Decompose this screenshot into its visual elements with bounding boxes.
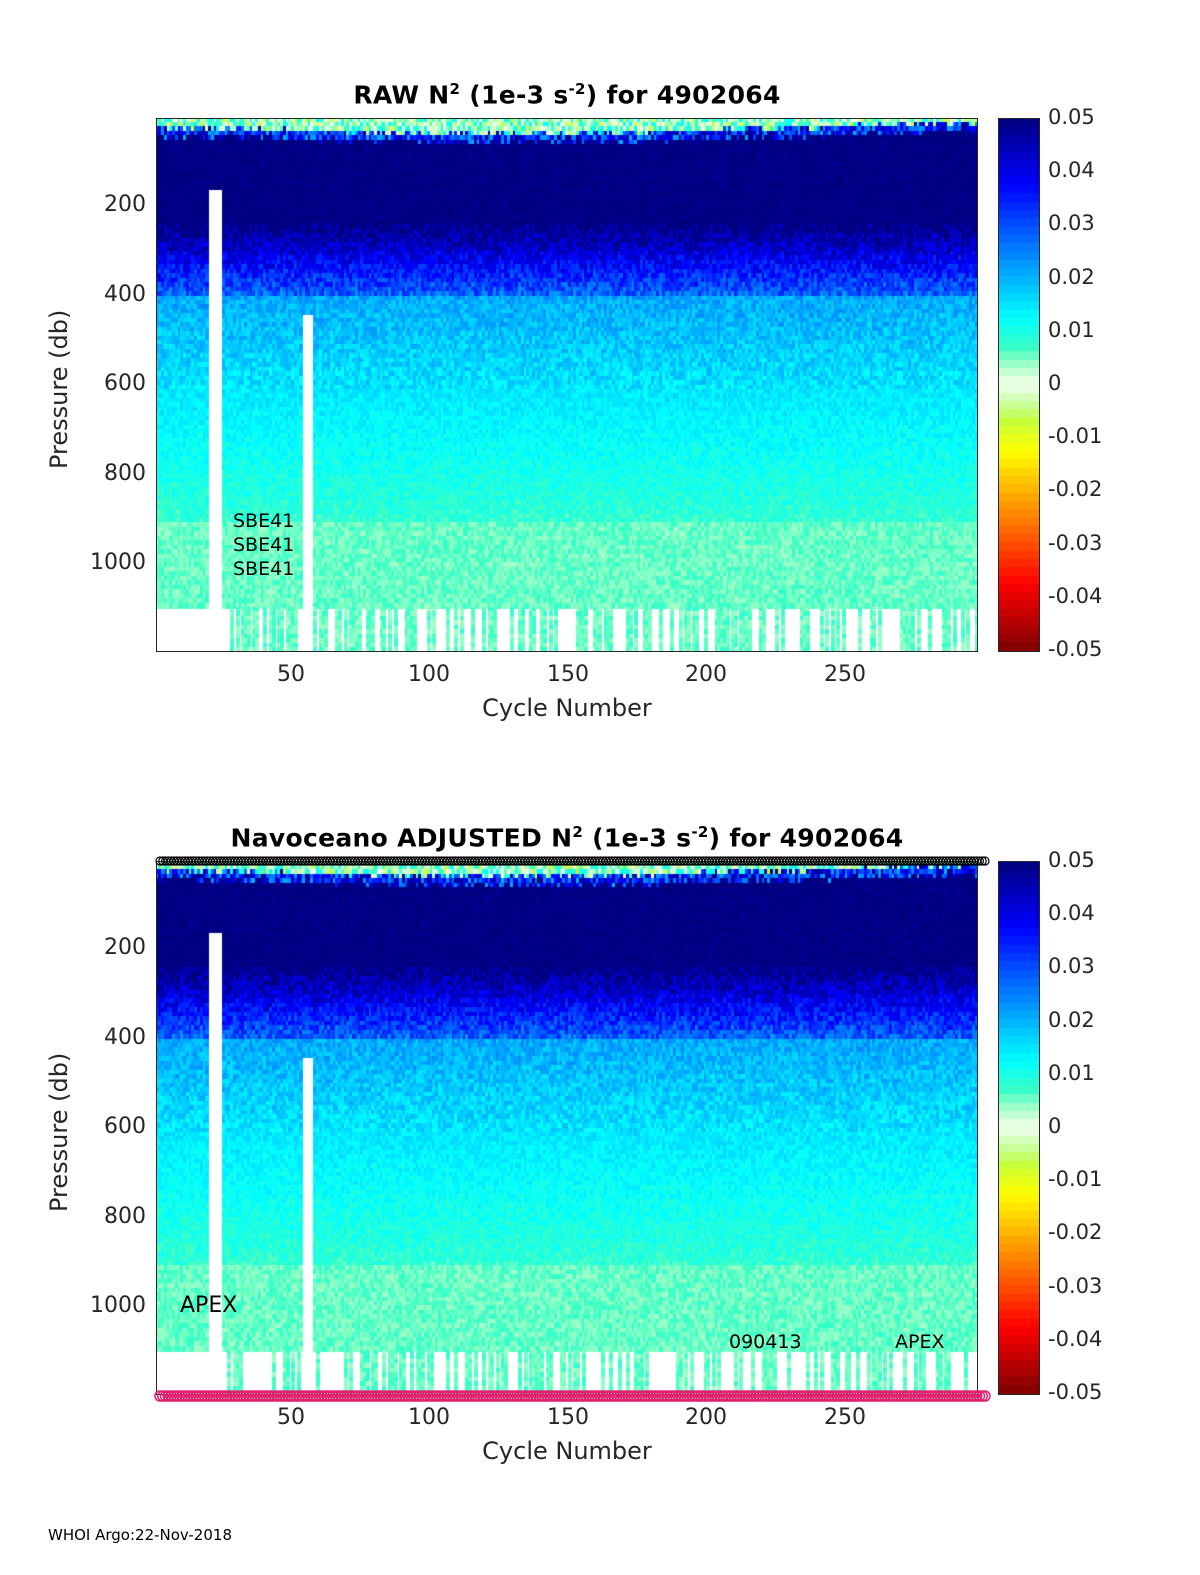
colorbar-tick: -0.03: [1048, 530, 1103, 555]
top-cycle-marker: [974, 856, 985, 866]
raw-xtick: 100: [408, 662, 450, 687]
colorbar-tick: -0.04: [1048, 583, 1103, 608]
raw-ytick: 400: [104, 282, 146, 307]
colorbar-tick: -0.02: [1048, 1220, 1103, 1245]
colorbar-tick: 0.04: [1048, 158, 1095, 183]
colorbar-tick: -0.02: [1048, 477, 1103, 502]
adjusted-colorbar: [998, 861, 1040, 1395]
adjusted-xtick: 250: [824, 1405, 866, 1430]
raw-xtick: 50: [277, 662, 305, 687]
colorbar-tick: 0.05: [1048, 105, 1095, 129]
adjusted-title-sup1: 2: [572, 823, 584, 841]
top-cycle-marker: [980, 856, 990, 866]
colorbar-tick: 0: [1048, 371, 1062, 395]
raw-heatmap: [156, 118, 978, 652]
colorbar-tick: -0.05: [1048, 1380, 1103, 1404]
raw-colorbar: [998, 118, 1040, 652]
raw-ytick: 600: [104, 371, 146, 396]
colorbar-tick: -0.04: [1048, 1326, 1103, 1351]
adjusted-xtick: 50: [277, 1405, 305, 1430]
raw-title-sup1: 2: [449, 80, 461, 98]
adjusted-chart-title: Navoceano ADJUSTED N2 (1e-3 s-2) for 490…: [156, 823, 978, 852]
adjusted-annotation: 090413: [729, 1331, 802, 1353]
adjusted-xtick: 200: [685, 1405, 727, 1430]
colorbar-tick: 0: [1048, 1114, 1062, 1138]
adjusted-title-prefix: Navoceano ADJUSTED N: [230, 823, 573, 853]
raw-xlabel: Cycle Number: [482, 694, 652, 722]
colorbar-gradient: [999, 119, 1039, 651]
colorbar-tick: 0.01: [1048, 1060, 1095, 1085]
colorbar-tick: 0.03: [1048, 954, 1095, 979]
bottom-cycle-marker: [979, 1390, 991, 1402]
adjusted-ytick: 400: [104, 1025, 146, 1050]
colorbar-tick: 0.02: [1048, 1007, 1095, 1032]
adjusted-ytick: 800: [104, 1204, 146, 1229]
adjusted-xtick: 100: [408, 1405, 450, 1430]
colorbar-tick: 0.02: [1048, 264, 1095, 289]
raw-annotation: SBE41: [233, 510, 295, 532]
colorbar-gradient: [999, 862, 1039, 1394]
colorbar-tick: 0.04: [1048, 901, 1095, 926]
adjusted-ytick: 200: [104, 935, 146, 960]
colorbar-tick: 0.03: [1048, 211, 1095, 236]
raw-annotation: SBE41: [233, 558, 295, 580]
raw-title-mid: (1e-3 s: [460, 80, 569, 110]
colorbar-tick: -0.01: [1048, 424, 1103, 449]
adjusted-heatmap: [156, 861, 978, 1395]
raw-title-sup2: -2: [568, 80, 586, 98]
raw-ytick: 200: [104, 192, 146, 217]
raw-ytick: 800: [104, 461, 146, 486]
colorbar-tick: 0.05: [1048, 848, 1095, 872]
adjusted-title-suffix: ) for 4902064: [708, 823, 904, 853]
adjusted-ytick: 1000: [90, 1293, 146, 1318]
raw-chart-title: RAW N2 (1e-3 s-2) for 4902064: [156, 80, 978, 109]
raw-annotation: SBE41: [233, 534, 295, 556]
colorbar-tick: -0.05: [1048, 637, 1103, 661]
adjusted-xlabel: Cycle Number: [482, 1437, 652, 1465]
footer-credit: WHOI Argo:22-Nov-2018: [48, 1526, 232, 1544]
raw-xtick: 250: [824, 662, 866, 687]
adjusted-ytick: 600: [104, 1114, 146, 1139]
adjusted-title-mid: (1e-3 s: [583, 823, 692, 853]
raw-title-prefix: RAW N: [353, 80, 450, 110]
heatmap-cells: [156, 118, 978, 652]
raw-xtick: 200: [685, 662, 727, 687]
colorbar-tick: 0.01: [1048, 317, 1095, 342]
raw-ytick: 1000: [90, 550, 146, 575]
adjusted-xtick: 150: [547, 1405, 589, 1430]
top-cycle-marker: [977, 856, 987, 866]
adjusted-annotation: APEX: [180, 1293, 238, 1318]
heatmap-cells: [156, 861, 978, 1395]
raw-xtick: 150: [547, 662, 589, 687]
colorbar-tick: -0.01: [1048, 1167, 1103, 1192]
adjusted-annotation: APEX: [895, 1331, 945, 1353]
raw-title-suffix: ) for 4902064: [585, 80, 781, 110]
colorbar-tick: -0.03: [1048, 1273, 1103, 1298]
adjusted-title-sup2: -2: [691, 823, 709, 841]
